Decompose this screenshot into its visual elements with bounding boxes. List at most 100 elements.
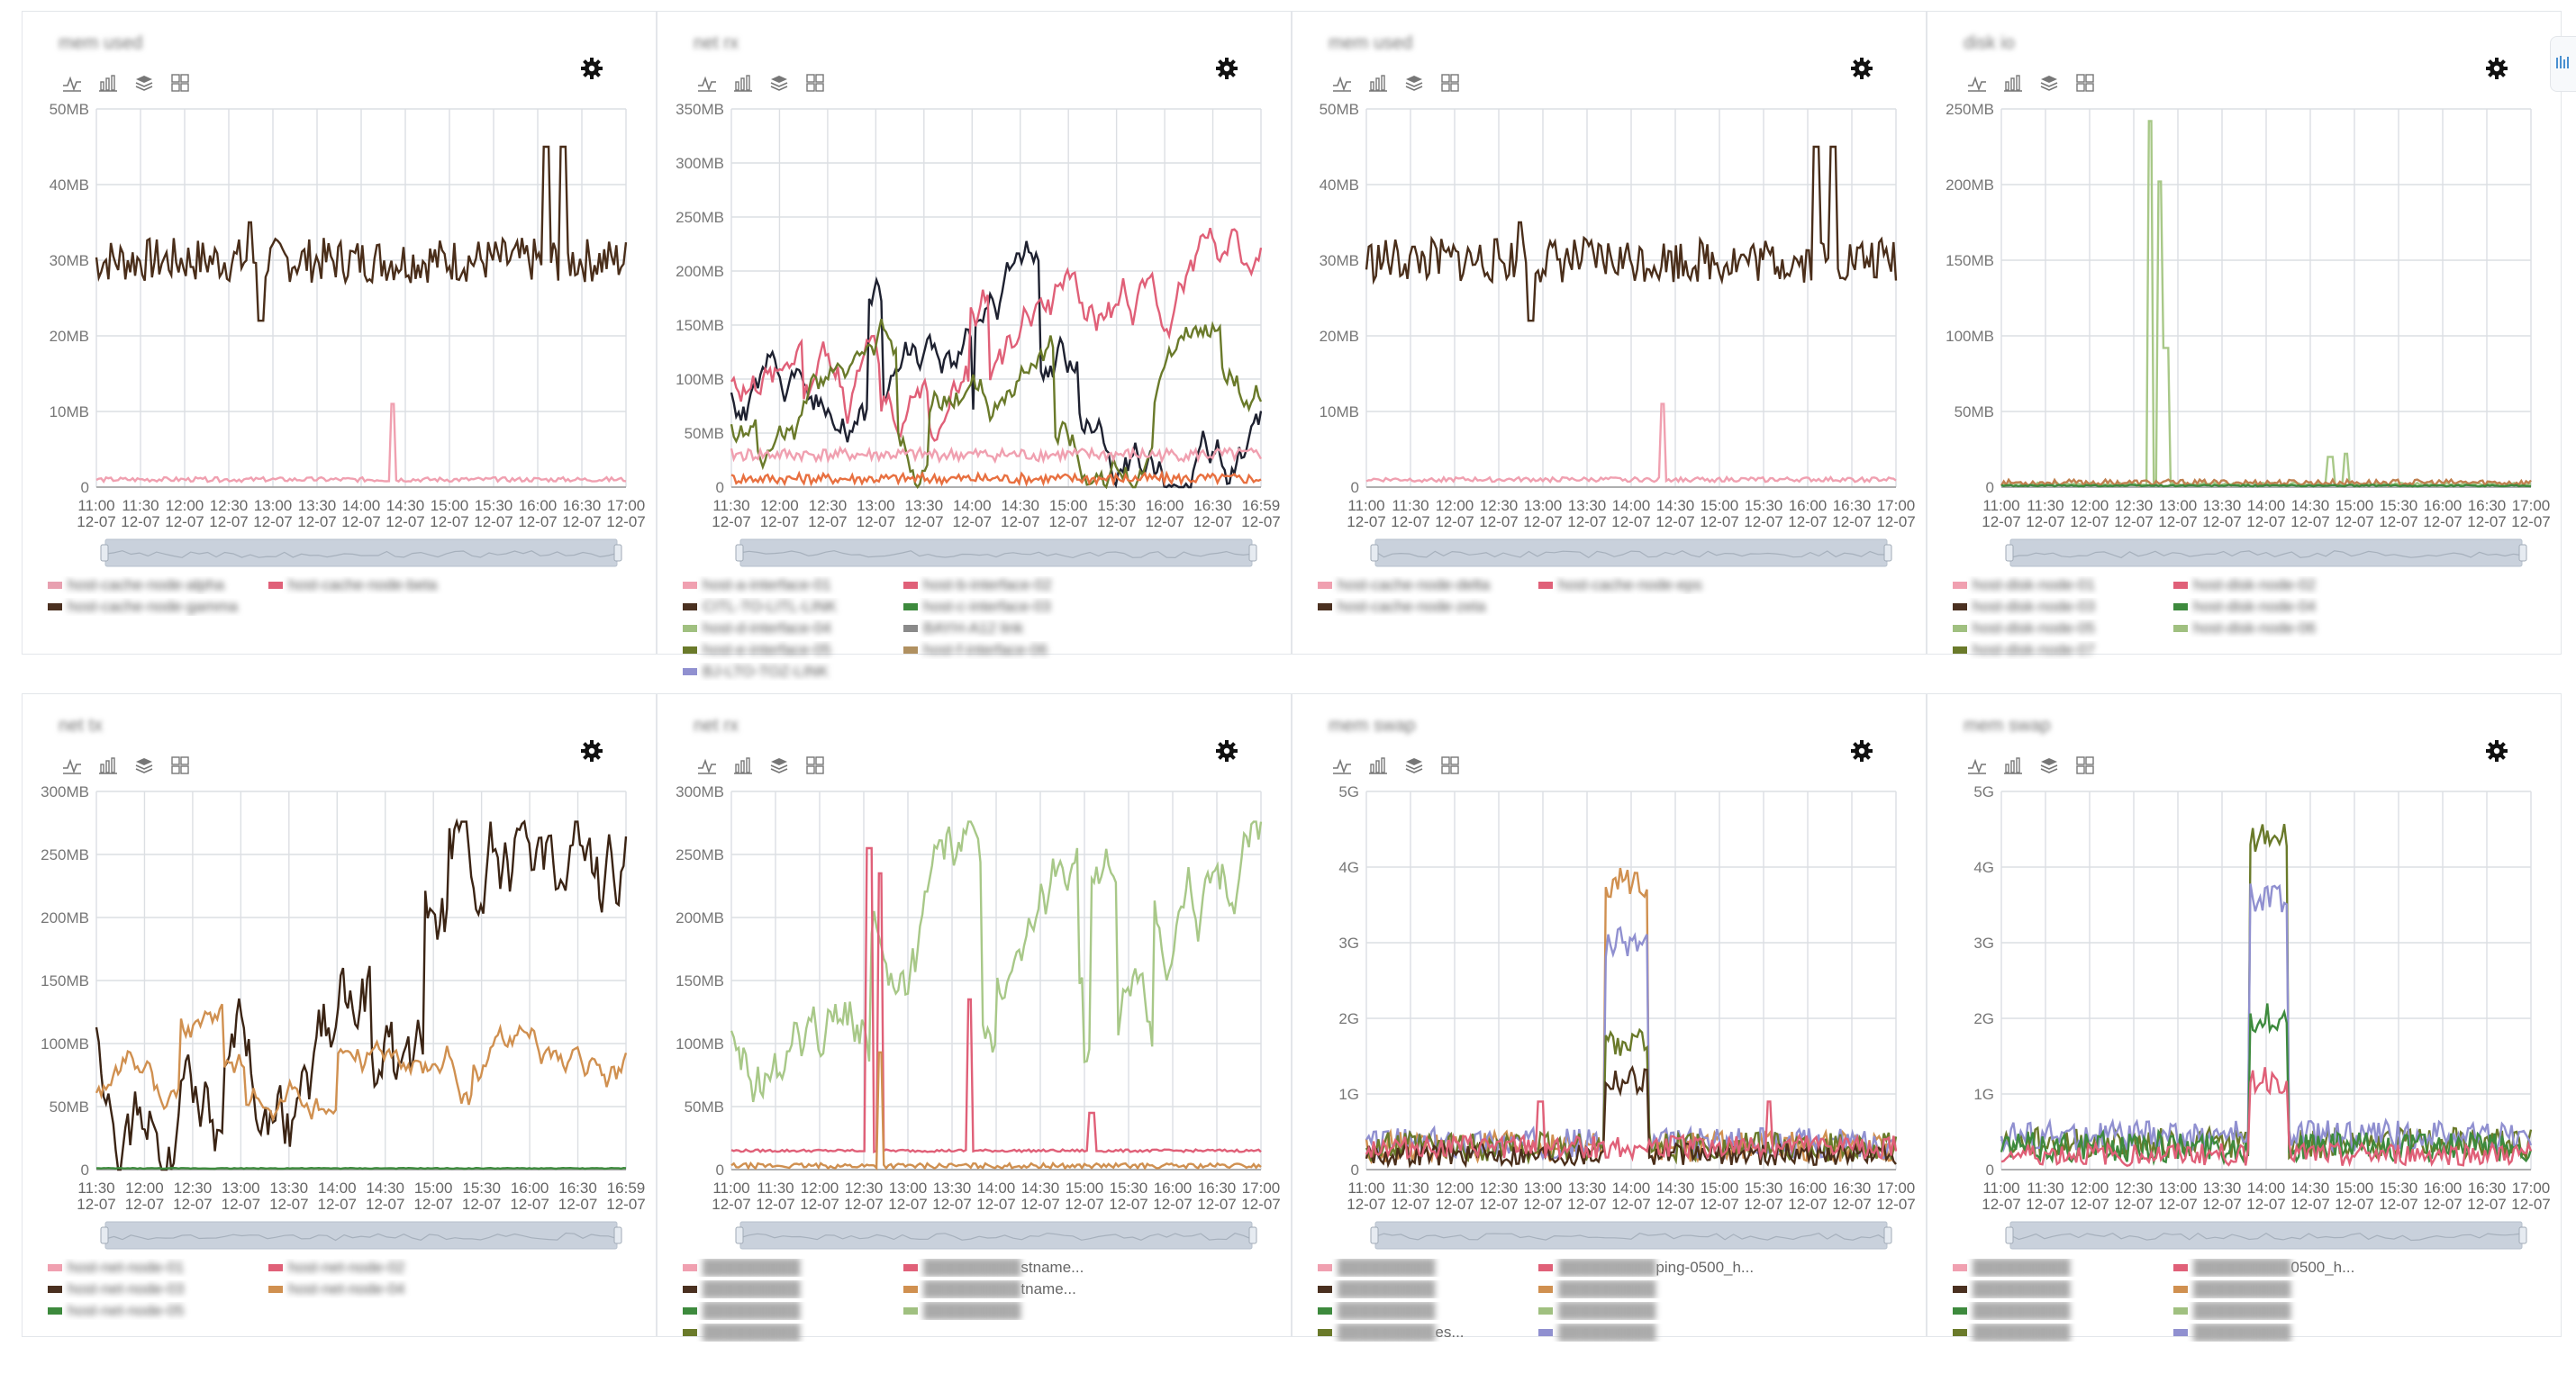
legend-item[interactable]: █████████	[1953, 1324, 2173, 1342]
zoom-slider[interactable]	[2009, 1221, 2523, 1250]
legend-item[interactable]: host-disk-node-03	[1953, 598, 2173, 616]
stack-icon[interactable]	[769, 73, 789, 93]
line-chart-icon[interactable]	[1967, 73, 1987, 93]
gear-icon[interactable]	[1850, 739, 1873, 763]
line-chart-icon[interactable]	[1967, 755, 1987, 775]
legend-item[interactable]: █████████ 0500_h...	[2173, 1259, 2394, 1277]
legend-item[interactable]: host-disk-node-07	[1953, 641, 2173, 659]
zoom-handle-left[interactable]	[100, 1226, 109, 1244]
legend-item[interactable]: █████████	[1953, 1302, 2173, 1320]
zoom-handle-right[interactable]	[1248, 544, 1257, 562]
gear-icon[interactable]	[1215, 57, 1238, 80]
gear-icon[interactable]	[2485, 57, 2508, 80]
gear-icon[interactable]	[580, 57, 603, 80]
legend-item[interactable]: █████████	[683, 1280, 903, 1298]
zoom-handle-left[interactable]	[1370, 544, 1379, 562]
grid-icon[interactable]	[170, 73, 190, 93]
grid-icon[interactable]	[805, 755, 825, 775]
zoom-slider[interactable]	[739, 1221, 1253, 1250]
legend-item[interactable]: host-cache-node-gamma	[48, 598, 268, 616]
legend-item[interactable]: BJ-LTO-TOZ-LINK	[683, 663, 903, 681]
legend-item[interactable]: host-f-interface-06	[903, 641, 1124, 659]
stack-icon[interactable]	[1404, 73, 1424, 93]
legend-item[interactable]: █████████	[1538, 1302, 1759, 1320]
zoom-handle-left[interactable]	[735, 544, 744, 562]
legend-item[interactable]: host-cache-node-eps	[1538, 576, 1759, 594]
line-chart-icon[interactable]	[62, 755, 82, 775]
legend-item[interactable]: █████████	[1538, 1280, 1759, 1298]
legend-item[interactable]: █████████ stname...	[903, 1259, 1124, 1277]
line-chart-icon[interactable]	[697, 73, 717, 93]
gear-icon[interactable]	[1215, 739, 1238, 763]
legend-item[interactable]: █████████	[1538, 1324, 1759, 1342]
bar-chart-icon[interactable]	[98, 755, 118, 775]
grid-icon[interactable]	[1440, 73, 1460, 93]
legend-item[interactable]: █████████	[1318, 1280, 1538, 1298]
legend-item[interactable]: █████████	[683, 1302, 903, 1320]
legend-item[interactable]: host-cache-node-beta	[268, 576, 489, 594]
stack-icon[interactable]	[2039, 755, 2059, 775]
grid-icon[interactable]	[2075, 73, 2095, 93]
line-chart-icon[interactable]	[697, 755, 717, 775]
zoom-handle-left[interactable]	[100, 544, 109, 562]
grid-icon[interactable]	[1440, 755, 1460, 775]
zoom-handle-left[interactable]	[735, 1226, 744, 1244]
legend-item[interactable]: █████████	[1318, 1259, 1538, 1277]
zoom-handle-right[interactable]	[1883, 544, 1892, 562]
line-chart-icon[interactable]	[1332, 73, 1352, 93]
bar-chart-icon[interactable]	[2003, 755, 2023, 775]
legend-item[interactable]: █████████	[2173, 1280, 2394, 1298]
zoom-handle-left[interactable]	[2005, 1226, 2014, 1244]
legend-item[interactable]: host-cache-node-alpha	[48, 576, 268, 594]
gear-icon[interactable]	[580, 739, 603, 763]
legend-item[interactable]: host-disk-node-02	[2173, 576, 2394, 594]
legend-item[interactable]: host-c-interface-03	[903, 598, 1124, 616]
legend-item[interactable]: host-net-node-02	[268, 1259, 489, 1277]
bar-chart-icon[interactable]	[733, 755, 753, 775]
legend-item[interactable]: host-b-interface-02	[903, 576, 1124, 594]
zoom-handle-right[interactable]	[1883, 1226, 1892, 1244]
legend-item[interactable]: host-e-interface-05	[683, 641, 903, 659]
zoom-handle-right[interactable]	[613, 1226, 622, 1244]
legend-item[interactable]: █████████ tname...	[903, 1280, 1124, 1298]
grid-icon[interactable]	[805, 73, 825, 93]
legend-item[interactable]: █████████	[1318, 1302, 1538, 1320]
stack-icon[interactable]	[2039, 73, 2059, 93]
zoom-handle-right[interactable]	[613, 544, 622, 562]
stack-icon[interactable]	[134, 755, 154, 775]
legend-item[interactable]: host-disk-node-04	[2173, 598, 2394, 616]
legend-item[interactable]: host-net-node-05	[48, 1302, 268, 1320]
legend-item[interactable]: host-disk-node-01	[1953, 576, 2173, 594]
legend-item[interactable]: █████████	[903, 1302, 1124, 1320]
stack-icon[interactable]	[134, 73, 154, 93]
bar-chart-icon[interactable]	[98, 73, 118, 93]
legend-item[interactable]: host-cache-node-delta	[1318, 576, 1538, 594]
legend-item[interactable]: host-net-node-01	[48, 1259, 268, 1277]
zoom-slider[interactable]	[739, 538, 1253, 567]
legend-item[interactable]: █████████	[2173, 1302, 2394, 1320]
legend-item[interactable]: █████████ es...	[1318, 1324, 1538, 1342]
bar-chart-icon[interactable]	[1368, 755, 1388, 775]
zoom-handle-right[interactable]	[2518, 1226, 2527, 1244]
legend-item[interactable]: █████████	[683, 1259, 903, 1277]
bar-chart-icon[interactable]	[733, 73, 753, 93]
legend-item[interactable]: █████████	[1953, 1280, 2173, 1298]
legend-item[interactable]: host-d-interface-04	[683, 619, 903, 637]
legend-item[interactable]: CITL-TO-LITL-LINK	[683, 598, 903, 616]
stack-icon[interactable]	[1404, 755, 1424, 775]
legend-item[interactable]: host-a-interface-01	[683, 576, 903, 594]
line-chart-icon[interactable]	[62, 73, 82, 93]
grid-icon[interactable]	[170, 755, 190, 775]
zoom-handle-left[interactable]	[1370, 1226, 1379, 1244]
zoom-handle-left[interactable]	[2005, 544, 2014, 562]
legend-item[interactable]: host-disk-node-06	[2173, 619, 2394, 637]
legend-item[interactable]: BAYH-A12 link	[903, 619, 1124, 637]
legend-item[interactable]: host-cache-node-zeta	[1318, 598, 1538, 616]
legend-item[interactable]: █████████	[2173, 1324, 2394, 1342]
bar-chart-icon[interactable]	[2003, 73, 2023, 93]
gear-icon[interactable]	[1850, 57, 1873, 80]
legend-item[interactable]: █████████	[683, 1324, 903, 1342]
legend-item[interactable]: host-net-node-03	[48, 1280, 268, 1298]
legend-item[interactable]: host-net-node-04	[268, 1280, 489, 1298]
zoom-handle-right[interactable]	[2518, 544, 2527, 562]
